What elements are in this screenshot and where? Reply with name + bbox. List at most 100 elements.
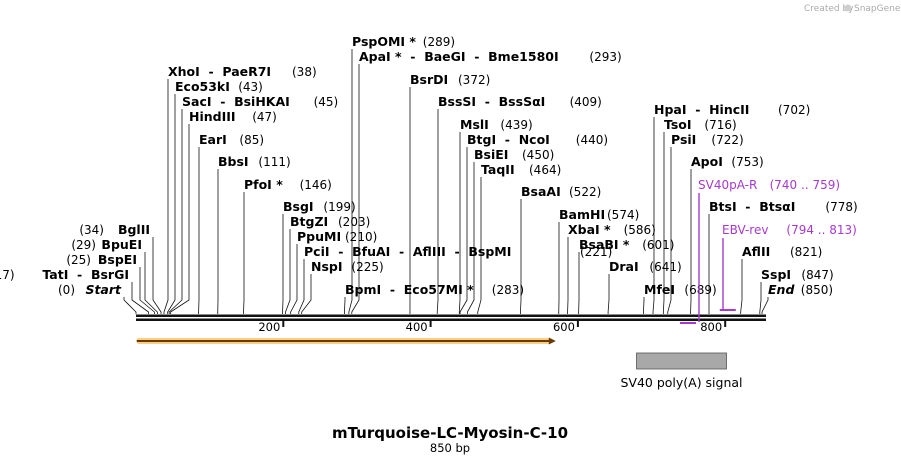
leader-line xyxy=(144,252,158,314)
site-pcii: PciI - BfuAI - AflIII - BspMI (221) xyxy=(304,244,612,259)
site-name: BtgZI xyxy=(290,214,328,229)
features: SV40 poly(A) signal xyxy=(136,337,743,390)
site-apai: ApaI * - BaeGI - Bme1580I (293) xyxy=(359,49,622,64)
site-position: (221) xyxy=(580,245,612,259)
site-eco53ki: Eco53kI (43) xyxy=(175,79,263,94)
site-name: XhoI - PaeR7I xyxy=(168,64,271,79)
site-name: SspI xyxy=(761,267,791,282)
site-position: (85) xyxy=(239,133,264,147)
watermark-brand: SnapGene xyxy=(854,4,901,14)
site-position: (225) xyxy=(351,260,383,274)
site-name: BsgI xyxy=(283,199,314,214)
site-bsssi: BssSI - BssSαI (409) xyxy=(438,94,602,109)
site-position: (409) xyxy=(570,95,602,109)
site-name: DraI xyxy=(609,259,639,274)
ruler-tick-800: 800 xyxy=(700,320,727,334)
site-name: HindIII xyxy=(189,109,236,124)
site-position: (283) xyxy=(492,283,524,297)
leader-lines xyxy=(123,49,769,314)
site-end: End (850) xyxy=(768,282,833,297)
site-position: (146) xyxy=(300,178,332,192)
site-position: (702) xyxy=(778,103,810,117)
snapgene-logo-icon xyxy=(844,4,852,12)
site-name: MslI xyxy=(460,117,489,132)
site-saci: SacI - BsiHKAI (45) xyxy=(182,94,338,109)
site-name: NspI xyxy=(311,259,343,274)
leader-line xyxy=(344,297,346,314)
leader-line xyxy=(348,49,353,314)
primer-range: (740 .. 759) xyxy=(770,178,840,192)
site-position: (43) xyxy=(238,80,263,94)
primer-bar xyxy=(719,309,736,311)
leader-line xyxy=(667,147,672,314)
site-name: BsrDI xyxy=(410,72,448,87)
site-name: ApoI xyxy=(691,154,723,169)
site-position: (34) xyxy=(79,223,104,237)
site-name: AflII xyxy=(742,244,770,259)
site-name: SacI - BsiHKAI xyxy=(182,94,290,109)
tick-label: 400 xyxy=(406,320,428,334)
leader-line xyxy=(662,132,665,314)
site-name: ApaI * - BaeGI - Bme1580I xyxy=(359,49,559,64)
site-position: (38) xyxy=(292,65,317,79)
ruler: 200 400 600 800 xyxy=(258,320,727,334)
backbone-bottom-strand xyxy=(136,318,766,321)
site-pspomi: PspOMI * (289) xyxy=(352,34,455,49)
leader-line xyxy=(290,244,298,314)
leader-line xyxy=(163,79,169,314)
site-name: BpuEI xyxy=(101,237,142,252)
site-position: (464) xyxy=(529,163,561,177)
leader-line xyxy=(520,199,522,314)
leader-line xyxy=(436,109,439,314)
primers: SV40pA-R (740 .. 759) EBV-rev (794 .. 813) xyxy=(680,178,857,324)
site-name: BsiEI xyxy=(474,147,508,162)
site-bpmi: BpmI - Eco57MI * (283) xyxy=(345,282,524,297)
site-position: (111) xyxy=(258,155,290,169)
leader-line xyxy=(459,147,468,314)
site-msli: MslI (439) xyxy=(460,117,533,132)
site-position: (29) xyxy=(71,238,96,252)
ruler-tick-400: 400 xyxy=(406,320,432,334)
plasmid-name: mTurquoise-LC-Myosin-C-10 xyxy=(332,424,568,442)
site-name: HpaI - HincII xyxy=(654,102,749,117)
leader-line xyxy=(458,132,461,314)
site-labels: XhoI - PaeR7I (38) Eco53kI (43)SacI - BsiHK… xyxy=(0,34,858,297)
site-position: (641) xyxy=(649,260,681,274)
site-position: (203) xyxy=(338,215,370,229)
site-bsabi: BsaBI * (601) xyxy=(579,237,674,252)
site-position: (25) xyxy=(66,253,91,267)
site-position: (850) xyxy=(801,283,833,297)
site-name: MfeI xyxy=(644,282,675,297)
site-name: BtgI - NcoI xyxy=(467,132,550,147)
site-position: (574) xyxy=(607,208,639,222)
leader-line xyxy=(167,94,176,314)
site-position: (722) xyxy=(711,133,743,147)
tick-mark xyxy=(576,321,579,327)
site-name: TatI - BsrGI xyxy=(42,267,129,282)
site-psii: PsiI (722) xyxy=(671,132,744,147)
leader-line xyxy=(761,297,769,314)
leader-line xyxy=(170,124,190,314)
leader-line xyxy=(740,259,743,314)
tick-mark xyxy=(724,321,727,327)
site-name: PciI - BfuAI - AflIII - BspMI xyxy=(304,244,511,259)
site-start: Start (0) xyxy=(58,282,122,297)
site-xhoi: XhoI - PaeR7I (38) xyxy=(168,64,317,79)
site-position: (0) xyxy=(58,283,75,297)
feature-label: SV40 poly(A) signal xyxy=(620,375,742,390)
tick-label: 600 xyxy=(553,320,575,334)
site-position: (689) xyxy=(684,283,716,297)
site-position: (821) xyxy=(790,245,822,259)
site-bspei: BspEI (25) xyxy=(66,252,137,267)
primer-name: SV40pA-R xyxy=(698,178,757,192)
site-apoi: ApoI (753) xyxy=(691,154,764,169)
site-name: BspEI xyxy=(98,252,137,267)
leader-line xyxy=(643,297,645,314)
site-name: BsaAI xyxy=(521,184,561,199)
site-bsaai: BsaAI (522) xyxy=(521,184,601,199)
site-position: (372) xyxy=(458,73,490,87)
site-taqii: TaqII (464) xyxy=(481,162,561,177)
site-name: End xyxy=(768,282,795,297)
site-position: (439) xyxy=(500,118,532,132)
